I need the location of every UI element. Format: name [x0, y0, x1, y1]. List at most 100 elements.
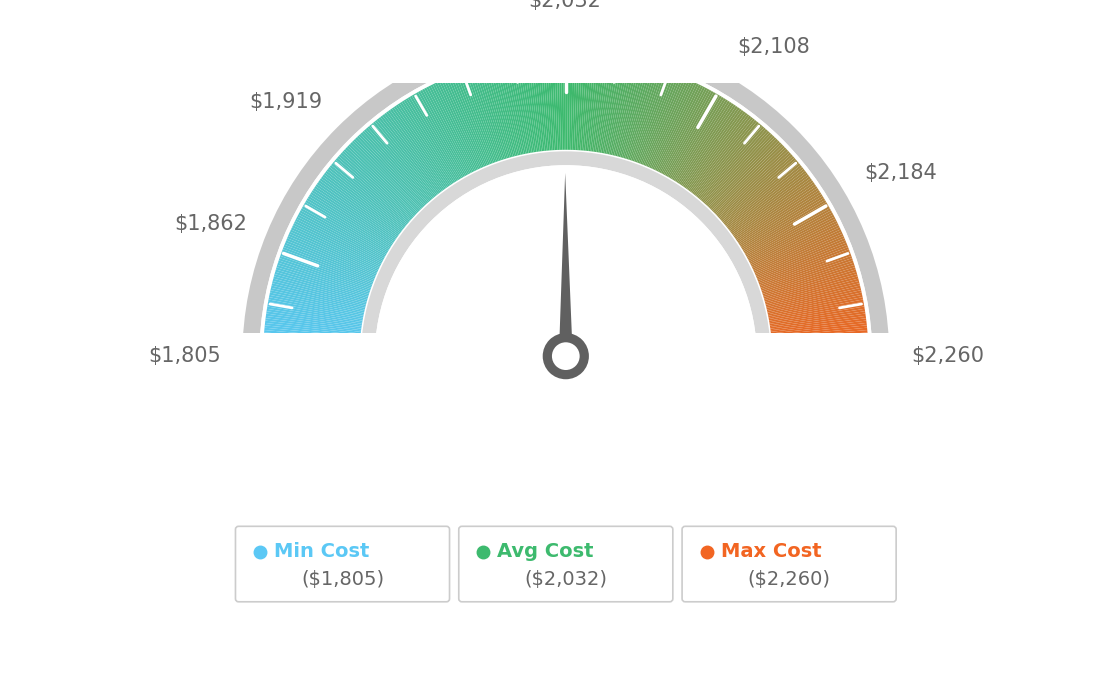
Wedge shape — [435, 82, 478, 170]
Wedge shape — [771, 323, 867, 335]
Wedge shape — [687, 111, 745, 190]
Wedge shape — [724, 161, 799, 225]
Wedge shape — [766, 286, 861, 310]
Wedge shape — [606, 59, 627, 154]
Wedge shape — [590, 56, 604, 151]
Wedge shape — [287, 236, 376, 276]
Wedge shape — [296, 217, 383, 262]
Wedge shape — [274, 274, 368, 302]
Wedge shape — [285, 243, 374, 280]
Wedge shape — [771, 325, 867, 337]
Wedge shape — [304, 202, 389, 253]
Wedge shape — [516, 57, 533, 152]
FancyBboxPatch shape — [459, 526, 672, 602]
Wedge shape — [662, 89, 710, 175]
Wedge shape — [267, 302, 363, 321]
Wedge shape — [690, 114, 750, 192]
Wedge shape — [374, 120, 437, 196]
Wedge shape — [598, 57, 616, 152]
Wedge shape — [694, 120, 757, 196]
Wedge shape — [644, 76, 681, 166]
Wedge shape — [556, 54, 561, 150]
Wedge shape — [602, 58, 620, 153]
Wedge shape — [664, 90, 712, 175]
Wedge shape — [461, 72, 496, 163]
Wedge shape — [479, 66, 508, 159]
Wedge shape — [657, 84, 701, 172]
Wedge shape — [567, 54, 571, 150]
Wedge shape — [265, 318, 361, 332]
Wedge shape — [714, 146, 785, 214]
Wedge shape — [693, 119, 755, 195]
Wedge shape — [486, 63, 513, 157]
Wedge shape — [758, 247, 849, 283]
Wedge shape — [772, 333, 868, 342]
Wedge shape — [282, 249, 373, 285]
Wedge shape — [340, 152, 413, 219]
Wedge shape — [270, 286, 365, 310]
Wedge shape — [710, 139, 778, 209]
Wedge shape — [686, 110, 744, 189]
Wedge shape — [355, 137, 423, 208]
Text: Min Cost: Min Cost — [274, 542, 370, 561]
Wedge shape — [769, 304, 864, 322]
Wedge shape — [277, 263, 370, 294]
Wedge shape — [552, 54, 558, 150]
Wedge shape — [733, 178, 813, 236]
Wedge shape — [767, 293, 862, 315]
Wedge shape — [772, 339, 868, 346]
Wedge shape — [468, 69, 500, 161]
Wedge shape — [321, 177, 400, 235]
Wedge shape — [628, 68, 659, 160]
Wedge shape — [466, 70, 499, 161]
Wedge shape — [654, 82, 697, 170]
Wedge shape — [705, 134, 773, 206]
Wedge shape — [544, 54, 553, 150]
Wedge shape — [569, 54, 573, 150]
Wedge shape — [530, 55, 543, 151]
Wedge shape — [605, 59, 625, 154]
Wedge shape — [282, 251, 372, 286]
Polygon shape — [559, 173, 573, 356]
Wedge shape — [634, 70, 668, 162]
Wedge shape — [357, 135, 425, 207]
Wedge shape — [359, 134, 426, 206]
Wedge shape — [455, 74, 491, 164]
Wedge shape — [762, 263, 854, 294]
Wedge shape — [661, 88, 708, 174]
Wedge shape — [772, 330, 868, 340]
Wedge shape — [755, 236, 845, 276]
Wedge shape — [768, 297, 863, 317]
Wedge shape — [418, 91, 466, 176]
Wedge shape — [388, 110, 446, 189]
Bar — [220, 333, 912, 587]
Wedge shape — [264, 339, 360, 346]
Wedge shape — [677, 101, 730, 183]
Wedge shape — [342, 150, 414, 217]
Wedge shape — [702, 129, 767, 202]
Wedge shape — [699, 124, 763, 199]
Wedge shape — [361, 151, 771, 356]
Wedge shape — [754, 232, 842, 273]
Wedge shape — [624, 66, 652, 159]
Wedge shape — [675, 99, 728, 182]
Wedge shape — [689, 112, 747, 191]
Wedge shape — [747, 213, 834, 259]
Wedge shape — [308, 196, 391, 248]
Wedge shape — [760, 254, 851, 288]
Wedge shape — [265, 325, 361, 337]
Wedge shape — [592, 56, 606, 152]
Wedge shape — [725, 164, 800, 226]
Text: Avg Cost: Avg Cost — [497, 542, 594, 561]
Wedge shape — [315, 186, 395, 242]
Wedge shape — [470, 68, 502, 160]
Wedge shape — [279, 256, 371, 289]
Wedge shape — [264, 342, 360, 348]
Wedge shape — [645, 77, 683, 166]
Text: ($2,032): ($2,032) — [524, 570, 607, 589]
Wedge shape — [718, 150, 789, 217]
Wedge shape — [679, 104, 734, 184]
Wedge shape — [285, 240, 375, 279]
Wedge shape — [426, 86, 473, 173]
Wedge shape — [626, 67, 657, 159]
